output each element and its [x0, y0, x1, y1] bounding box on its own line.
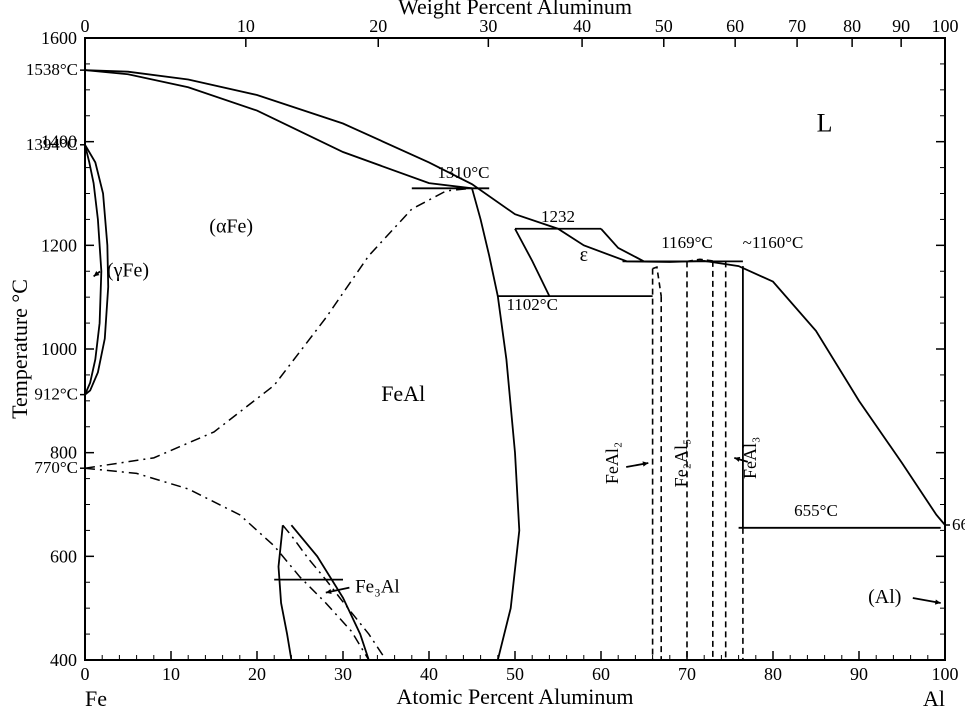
- svg-text:400: 400: [50, 650, 77, 670]
- svg-text:10: 10: [162, 664, 180, 684]
- svg-text:1600: 1600: [41, 28, 77, 48]
- svg-text:100: 100: [932, 664, 959, 684]
- phase-label: (αFe): [209, 215, 253, 237]
- curve-epsilon-right: [601, 229, 644, 262]
- svg-text:90: 90: [892, 16, 910, 36]
- phase-label: Fe₃Al: [355, 577, 400, 598]
- svg-text:40: 40: [420, 664, 438, 684]
- right-element: Al: [923, 686, 945, 711]
- phase-label: ε: [580, 244, 588, 266]
- phase-label: (Al): [868, 586, 901, 608]
- curve-Fe3Al-boundary-left: [279, 525, 292, 660]
- svg-text:30: 30: [334, 664, 352, 684]
- svg-text:40: 40: [573, 16, 591, 36]
- left-element: Fe: [85, 686, 107, 711]
- svg-text:60: 60: [592, 664, 610, 684]
- svg-text:70: 70: [788, 16, 806, 36]
- svg-text:0: 0: [81, 664, 90, 684]
- svg-text:80: 80: [843, 16, 861, 36]
- svg-text:0: 0: [81, 16, 90, 36]
- anno-temp: 912°C: [34, 385, 78, 404]
- anno-temp: 1310°C: [437, 163, 489, 182]
- svg-text:1000: 1000: [41, 339, 77, 359]
- svg-text:50: 50: [655, 16, 673, 36]
- anno-temp: 655°C: [794, 501, 838, 520]
- svg-text:60: 60: [726, 16, 744, 36]
- phase-label: FeAl₃: [740, 437, 760, 479]
- anno-temp: 1394°C: [26, 135, 78, 154]
- svg-text:20: 20: [369, 16, 387, 36]
- svg-text:50: 50: [506, 664, 524, 684]
- anno-temp: 1102°C: [506, 295, 558, 314]
- svg-text:80: 80: [764, 664, 782, 684]
- anno-temp: 1232: [541, 207, 575, 226]
- anno-temp: 1538°C: [26, 60, 78, 79]
- phase-diagram: 0102030405060708090100Atomic Percent Alu…: [0, 0, 965, 711]
- curve-order-boundary-lower: [85, 468, 369, 660]
- anno-temp: 660.452°C: [952, 515, 965, 534]
- curve-epsilon-left: [515, 229, 549, 296]
- x-bottom-title: Atomic Percent Aluminum: [396, 684, 633, 709]
- curve-alphaFe-solvus: [472, 188, 519, 660]
- svg-text:10: 10: [237, 16, 255, 36]
- phase-label: L: [817, 108, 833, 137]
- svg-text:1200: 1200: [41, 235, 77, 255]
- phase-label: Fe₂Al₅: [671, 439, 691, 488]
- curve-order-boundary-upper: [85, 188, 472, 468]
- svg-text:100: 100: [932, 16, 959, 36]
- svg-text:600: 600: [50, 546, 77, 566]
- y-title: Temperature °C: [7, 279, 32, 419]
- anno-temp: 770°C: [34, 458, 78, 477]
- anno-temp: ~1160°C: [743, 233, 804, 252]
- svg-text:90: 90: [850, 664, 868, 684]
- phase-label: FeAl: [381, 381, 425, 406]
- svg-text:30: 30: [479, 16, 497, 36]
- curve-solidus-upper: [85, 70, 472, 188]
- svg-text:20: 20: [248, 664, 266, 684]
- svg-text:70: 70: [678, 664, 696, 684]
- curve-gammaFe-loop-left: [85, 145, 101, 395]
- curve-FeAl2-top: [653, 267, 662, 296]
- phase-label: FeAl₂: [602, 442, 622, 484]
- phase-label: (γFe): [107, 259, 149, 281]
- curve-gammaFe-loop-right: [85, 145, 108, 395]
- anno-temp: 1169°C: [661, 233, 713, 252]
- x-top-title: Weight Percent Aluminum: [398, 0, 632, 19]
